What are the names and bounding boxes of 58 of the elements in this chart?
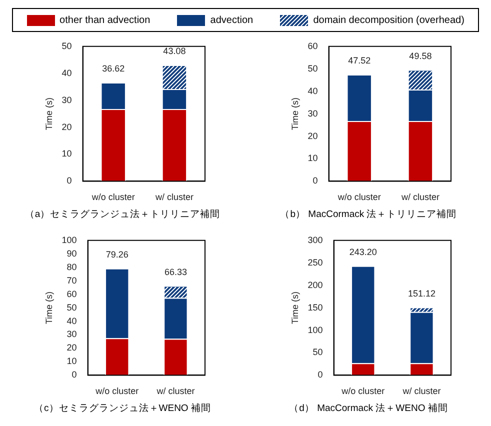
y-tick-label: 50	[308, 63, 318, 74]
y-tick-label: 30	[62, 94, 72, 105]
legend-label: other than advection	[60, 14, 150, 26]
total-label: 243.20	[349, 246, 377, 257]
x-tick-label: w/ cluster	[156, 386, 195, 396]
y-tick-label: 30	[66, 329, 77, 340]
y-tick-label: 70	[66, 275, 77, 286]
x-tick-label: w/ cluster	[400, 192, 440, 202]
y-tick-label: 300	[308, 234, 323, 245]
text: （c）セミラグランジュ法＋WENO 補間	[33, 402, 212, 415]
y-tick-label: 0	[312, 176, 318, 186]
text: （b） MacCormack 法＋トリリニア補間	[279, 208, 458, 221]
y-tick-label: 40	[66, 316, 77, 326]
y-tick-label: 60	[308, 40, 318, 51]
y-tick-label: 30	[308, 108, 318, 118]
y-tick-label: 0	[72, 370, 77, 380]
y-tick-label: 150	[308, 302, 323, 312]
total-label: 47.52	[348, 55, 371, 66]
total-label: 79.26	[106, 249, 128, 260]
y-tick-label: 50	[62, 40, 72, 51]
y-tick-label: 100	[62, 234, 77, 245]
y-tick-label: 10	[66, 356, 77, 366]
x-tick-label: w/ cluster	[154, 192, 194, 202]
total-label: 66.33	[164, 266, 187, 277]
y-tick-label: 20	[62, 122, 72, 132]
y-axis-title: Time (s)	[44, 291, 54, 324]
x-tick-label: w/o cluster	[90, 192, 135, 202]
y-tick-label: 60	[66, 288, 77, 299]
y-axis-title: Time (s)	[290, 291, 300, 324]
y-tick-label: 80	[66, 262, 77, 272]
x-tick-label: w/o cluster	[336, 192, 381, 202]
y-tick-label: 20	[66, 342, 77, 353]
y-tick-label: 10	[62, 148, 72, 159]
y-tick-label: 10	[308, 153, 318, 164]
y-axis-title: Time (s)	[290, 97, 300, 130]
y-tick-label: 50	[312, 347, 323, 358]
y-tick-label: 200	[308, 280, 323, 290]
y-axis-title: Time (s)	[44, 97, 54, 130]
total-label: 151.12	[408, 288, 436, 298]
total-label: 49.58	[409, 50, 432, 61]
y-tick-label: 100	[308, 324, 323, 335]
y-tick-label: 90	[66, 248, 77, 258]
y-tick-label: 0	[66, 176, 72, 186]
text: （a）セミラグランジュ法＋トリリニア補間	[24, 208, 222, 221]
legend-label: domain decomposition (overhead)	[313, 14, 464, 26]
total-label: 36.62	[102, 63, 125, 74]
legend-label: advection	[210, 14, 254, 26]
y-tick-label: 20	[308, 130, 318, 141]
y-tick-label: 0	[318, 370, 323, 380]
y-tick-label: 250	[308, 257, 323, 268]
y-tick-label: 40	[62, 68, 72, 78]
total-label: 43.08	[163, 46, 186, 56]
x-tick-label: w/o cluster	[94, 386, 139, 396]
x-tick-label: w/ cluster	[402, 386, 441, 396]
y-tick-label: 40	[308, 86, 318, 96]
text: （d） MacCormack 法＋WENO 補間	[288, 402, 449, 415]
y-tick-label: 50	[66, 302, 77, 312]
x-tick-label: w/o cluster	[340, 386, 385, 396]
